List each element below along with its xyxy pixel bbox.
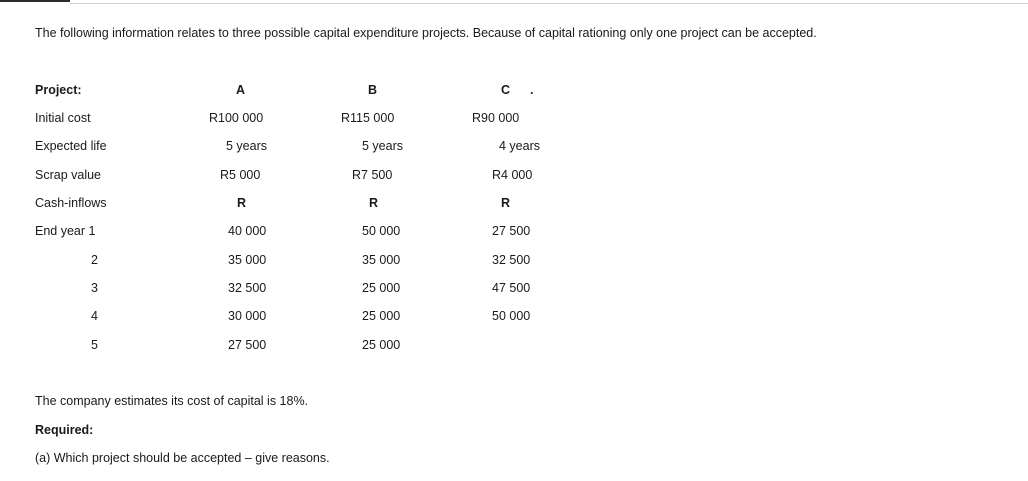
year-4-a: 30 000 bbox=[228, 309, 267, 323]
year-3-b: 25 000 bbox=[362, 281, 401, 295]
year-5-b: 25 000 bbox=[362, 338, 401, 352]
cash-inflows-label: Cash-inflows bbox=[35, 196, 107, 210]
year-4-b: 25 000 bbox=[362, 309, 401, 323]
year-5-label: 5 bbox=[91, 338, 98, 352]
year-2-c: 32 500 bbox=[492, 253, 531, 267]
initial-cost-a: R100 000 bbox=[209, 111, 264, 125]
year-3-label: 3 bbox=[91, 281, 98, 295]
cropped-heading-fragment bbox=[0, 0, 70, 2]
project-b-header: B bbox=[368, 83, 378, 97]
year-1-c: 27 500 bbox=[492, 224, 531, 238]
year-2-a: 35 000 bbox=[228, 253, 267, 267]
year-1-b: 50 000 bbox=[362, 224, 401, 238]
expected-life-label: Expected life bbox=[35, 139, 107, 153]
cost-of-capital-text: The company estimates its cost of capita… bbox=[35, 394, 309, 408]
scrap-value-b: R7 500 bbox=[352, 168, 393, 182]
cash-inflows-b-unit: R bbox=[369, 196, 379, 210]
scrap-value-a: R5 000 bbox=[220, 168, 261, 182]
year-4-label: 4 bbox=[91, 309, 98, 323]
scrap-value-c: R4 000 bbox=[492, 168, 533, 182]
project-label: Project: bbox=[35, 83, 82, 97]
intro-paragraph: The following information relates to thr… bbox=[35, 26, 817, 40]
scrap-value-label: Scrap value bbox=[35, 168, 102, 182]
project-c-mark: . bbox=[530, 83, 534, 97]
year-1-label: End year 1 bbox=[35, 224, 96, 238]
top-divider bbox=[0, 0, 1028, 4]
year-2-b: 35 000 bbox=[362, 253, 401, 267]
required-heading: Required: bbox=[35, 423, 94, 437]
year-5-a: 27 500 bbox=[228, 338, 267, 352]
year-2-label: 2 bbox=[91, 253, 98, 267]
cash-inflows-a-unit: R bbox=[237, 196, 247, 210]
project-a-header: A bbox=[236, 83, 246, 97]
expected-life-b: 5 years bbox=[362, 139, 403, 153]
year-1-a: 40 000 bbox=[228, 224, 267, 238]
expected-life-c: 4 years bbox=[499, 139, 540, 153]
cash-inflows-c-unit: R bbox=[501, 196, 511, 210]
question-a-text: (a) Which project should be accepted – g… bbox=[35, 451, 330, 465]
initial-cost-label: Initial cost bbox=[35, 111, 91, 125]
year-3-c: 47 500 bbox=[492, 281, 531, 295]
initial-cost-c: R90 000 bbox=[472, 111, 520, 125]
initial-cost-b: R115 000 bbox=[341, 111, 395, 125]
divider-line bbox=[70, 3, 1028, 4]
expected-life-a: 5 years bbox=[226, 139, 267, 153]
year-4-c: 50 000 bbox=[492, 309, 531, 323]
year-3-a: 32 500 bbox=[228, 281, 267, 295]
project-c-header: C bbox=[501, 83, 511, 97]
